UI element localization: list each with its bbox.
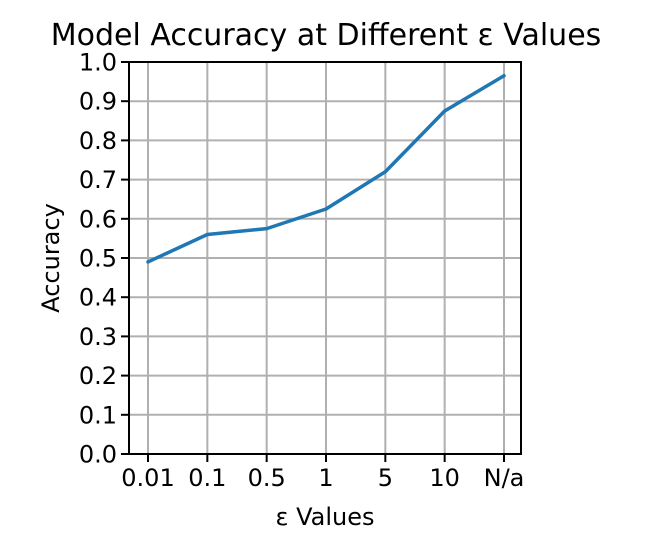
y-tick-label: 0.6 — [79, 205, 117, 233]
x-tick-label: 1 — [318, 464, 333, 492]
y-axis-label: Accuracy — [37, 203, 65, 313]
chart-title: Model Accuracy at Different ε Values — [51, 18, 602, 53]
x-tick-label: 0.1 — [188, 464, 226, 492]
data-point — [502, 74, 506, 78]
grid-lines — [129, 61, 521, 455]
y-tick-label: 0.2 — [79, 362, 117, 390]
data-point — [265, 227, 269, 231]
y-tick-label: 0.9 — [79, 88, 117, 116]
y-tick-label: 0.4 — [79, 284, 117, 312]
axis-ticks: 0.0 0.1 0.2 0.3 0.4 0.5 0.6 0.7 0.8 0.9 1.0 0.01 0.1… — [79, 49, 525, 493]
data-point — [146, 260, 150, 264]
data-point — [205, 232, 209, 236]
x-tick-label: 10 — [429, 464, 460, 492]
x-tick-label: 0.01 — [121, 464, 174, 492]
y-tick-label: 0.8 — [79, 127, 117, 155]
y-tick-label: 0.7 — [79, 166, 117, 194]
data-point — [324, 207, 328, 211]
data-point — [443, 109, 447, 113]
y-tick-label: 0.1 — [79, 401, 117, 429]
y-tick-label: 0.3 — [79, 323, 117, 351]
y-tick-label: 1.0 — [79, 49, 117, 77]
data-point — [383, 170, 387, 174]
x-axis-label: ε Values — [275, 503, 374, 531]
series-layer — [146, 73, 506, 264]
x-tick-label: N/a — [484, 464, 525, 492]
y-tick-label: 0.0 — [79, 441, 117, 469]
x-tick-label: 0.5 — [248, 464, 286, 492]
y-tick-label: 0.5 — [79, 245, 117, 273]
x-tick-label: 5 — [378, 464, 393, 492]
